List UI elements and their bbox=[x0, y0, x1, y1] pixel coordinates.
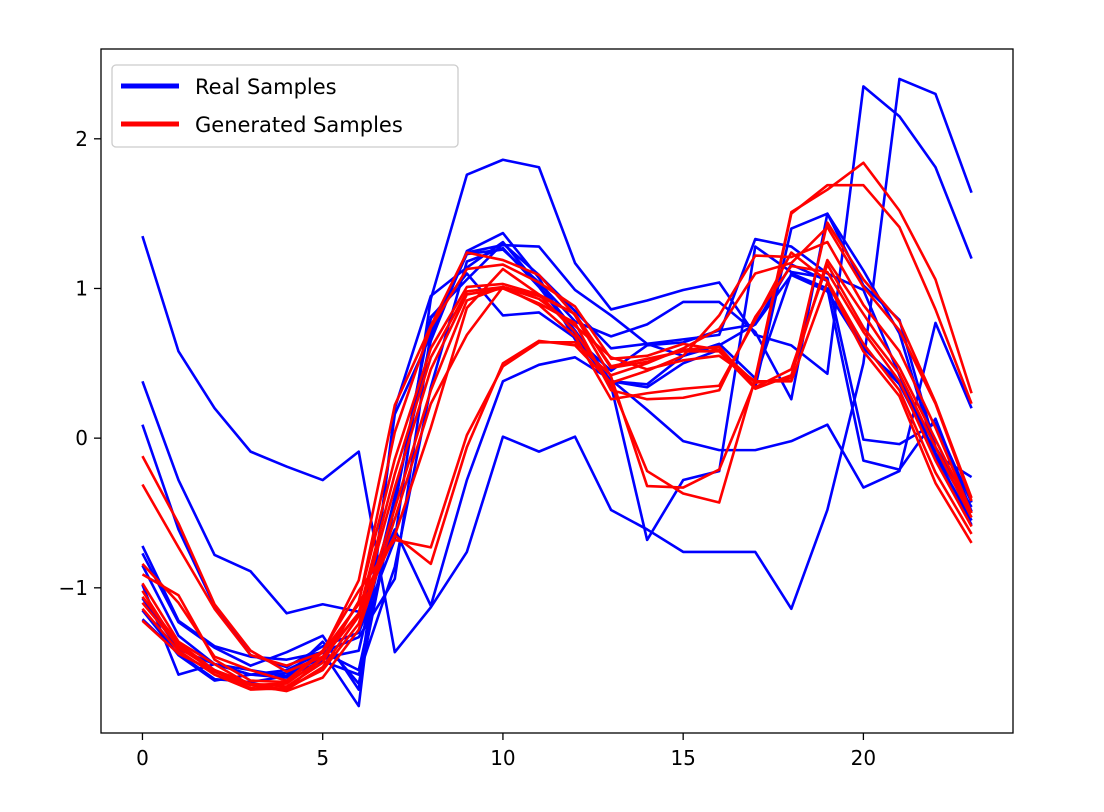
legend: Real Samples Generated Samples bbox=[111, 64, 459, 148]
y-tick-label: 2 bbox=[75, 127, 88, 151]
y-axis: −1 0 1 2 bbox=[59, 127, 101, 600]
series-line-real-8 bbox=[141, 272, 973, 682]
series-line-generated-14 bbox=[141, 221, 973, 687]
legend-label-real: Real Samples bbox=[195, 75, 337, 99]
legend-box bbox=[111, 64, 459, 148]
x-tick-label: 5 bbox=[316, 746, 329, 770]
y-tick-label: 0 bbox=[75, 426, 88, 450]
x-tick-label: 20 bbox=[851, 746, 876, 770]
x-tick-label: 15 bbox=[670, 746, 695, 770]
legend-label-generated: Generated Samples bbox=[195, 113, 403, 137]
series-line-generated-13 bbox=[141, 240, 973, 684]
series-line-real-1 bbox=[141, 321, 973, 615]
series-layer bbox=[141, 77, 973, 708]
series-line-real-6 bbox=[141, 245, 973, 678]
x-tick-label: 0 bbox=[136, 746, 149, 770]
y-tick-label: 1 bbox=[75, 276, 88, 300]
y-tick-label: −1 bbox=[59, 576, 88, 600]
series-line-generated-19 bbox=[141, 281, 973, 693]
x-tick-label: 10 bbox=[490, 746, 515, 770]
x-axis: 0 5 10 15 20 bbox=[136, 733, 876, 770]
axes-frame bbox=[100, 48, 1014, 734]
series-line-real-0 bbox=[141, 77, 973, 654]
